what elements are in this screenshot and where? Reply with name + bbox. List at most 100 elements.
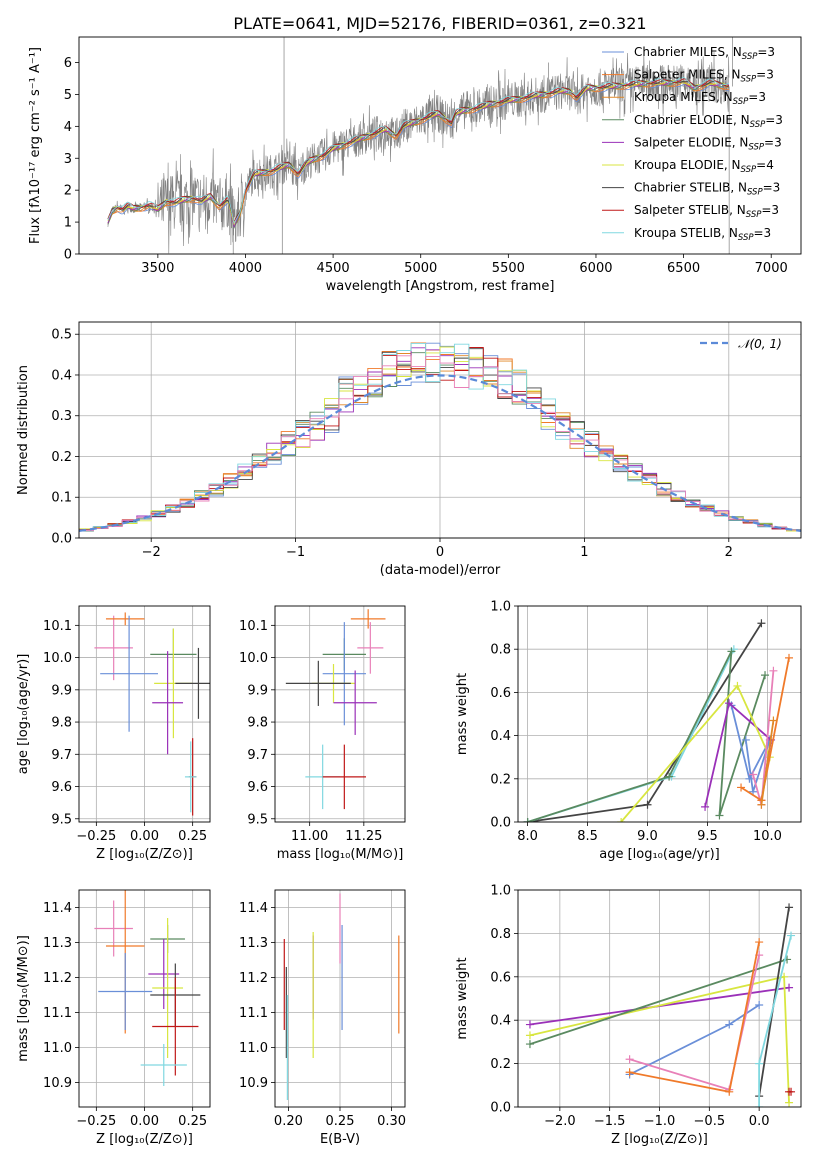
x-tick-label: 8.5 xyxy=(577,829,598,844)
legend-sub: SSP xyxy=(742,52,758,62)
y-tick-label: 10.0 xyxy=(239,651,268,666)
panel-mass-weight-vs-Z: −2.0 −1.5 −1.0 −0.5 0.0 0.0 0.2 0.4 0.6 0.8 1.0 Z [… xyxy=(455,884,802,1147)
plot-area-spectrum xyxy=(107,37,734,254)
legend-label: Salpeter ELODIE, N xyxy=(634,135,748,149)
axes-frame xyxy=(78,889,211,1108)
x-tick-label: 0.30 xyxy=(377,1114,406,1129)
y-tick-label: 0.6 xyxy=(490,686,511,701)
y-tick-label: 9.6 xyxy=(51,780,72,795)
legend-entry: 𝒩(0, 1) xyxy=(738,337,782,351)
legend-n: =3 xyxy=(754,226,772,240)
legend-sub: SSP xyxy=(738,233,754,243)
y-tick-label: 11.4 xyxy=(43,901,72,916)
axes-frame xyxy=(274,605,406,823)
legend-n: =3 xyxy=(756,68,774,82)
weight-marker xyxy=(625,1068,634,1077)
legend-n: =4 xyxy=(756,158,774,172)
weight-marker xyxy=(785,983,794,992)
weight-marker xyxy=(715,811,724,820)
weight-marker xyxy=(625,1055,634,1064)
panel-mass-vs-EBV: 0.20 0.25 0.30 10.9 11.0 11.1 11.2 11.3 11.4 E(B-… xyxy=(239,889,406,1147)
legend-label: Kroupa STELIB, N xyxy=(634,226,738,240)
legend-label: Kroupa ELODIE, N xyxy=(634,158,741,172)
x-tick-label: 0.0 xyxy=(749,1114,770,1129)
x-tick-label: −2.0 xyxy=(544,1114,576,1129)
legend-sub: SSP xyxy=(733,97,749,107)
axes-frame xyxy=(78,36,802,255)
x-axis-label: Z [log₁₀(Z/Z⊙)] xyxy=(96,1132,193,1147)
model-line xyxy=(107,81,730,228)
weight-series xyxy=(529,958,788,1045)
y-tick-label: 10.0 xyxy=(43,651,72,666)
y-axis-label: mass weight xyxy=(455,957,470,1039)
y-tick-label: 0.4 xyxy=(490,1014,511,1029)
weight-marker xyxy=(525,1040,534,1049)
y-tick-label: 0.4 xyxy=(490,729,511,744)
x-tick-label: −0.5 xyxy=(694,1114,726,1129)
weight-marker xyxy=(785,1098,794,1107)
y-tick-label: 9.9 xyxy=(247,683,268,698)
x-tick-label: 5000 xyxy=(404,261,437,276)
y-tick-label: 10.9 xyxy=(239,1076,268,1091)
x-tick-label: 0 xyxy=(436,545,444,560)
legend-n: =3 xyxy=(764,135,782,149)
weight-marker xyxy=(643,800,652,809)
legend-sub: SSP xyxy=(741,165,757,175)
weight-marker xyxy=(757,800,766,809)
plot-area-mass-weight-vs-Z xyxy=(525,903,796,1107)
x-tick-label: 9.0 xyxy=(637,829,658,844)
y-tick-label: 9.8 xyxy=(247,716,268,731)
legend-entry: Chabrier ELODIE, NSSP=3 xyxy=(634,113,783,130)
plot-area-mass-weight-vs-age xyxy=(523,619,794,822)
legend-entry: Chabrier STELIB, NSSP=3 xyxy=(634,181,780,198)
y-axis-label: mass [log₁₀(M/M⊙)] xyxy=(16,935,31,1062)
weight-marker xyxy=(785,653,794,662)
x-tick-label: 10.0 xyxy=(753,829,782,844)
y-tick-label: 9.7 xyxy=(247,748,268,763)
x-tick-label: 11.00 xyxy=(291,829,328,844)
y-tick-label: 9.5 xyxy=(51,812,72,827)
legend-n: =3 xyxy=(763,181,781,195)
weight-marker xyxy=(525,1031,534,1040)
weight-marker xyxy=(787,1087,796,1096)
weight-marker xyxy=(755,1103,764,1107)
legend-label: Salpeter MILES, N xyxy=(634,68,741,82)
y-tick-label: 0 xyxy=(64,248,72,263)
y-axis-label: Flux [fλ10⁻¹⁷ erg cm⁻² s⁻¹ A⁻¹] xyxy=(28,47,43,244)
y-axis-label: Normed distribution xyxy=(16,365,31,495)
weight-marker xyxy=(785,903,794,912)
weight-marker xyxy=(701,802,710,811)
x-tick-label: 6000 xyxy=(579,261,612,276)
histogram-series xyxy=(79,342,801,538)
weight-marker xyxy=(727,647,736,656)
legend-sub: SSP xyxy=(741,75,757,85)
y-tick-label: 0.8 xyxy=(490,927,511,942)
panel-mass-vs-Z: −0.25 0.00 0.25 10.9 11.0 11.1 11.2 11.3 11.4 Z [… xyxy=(16,889,211,1147)
y-tick-label: 0.0 xyxy=(490,816,511,831)
x-tick-label: 0.25 xyxy=(178,1114,207,1129)
legend-entry: Salpeter STELIB, NSSP=3 xyxy=(634,203,779,220)
y-tick-label: 4 xyxy=(64,120,72,135)
y-axis-label: mass weight xyxy=(455,673,470,755)
x-tick-label: 8.0 xyxy=(517,829,538,844)
weight-marker xyxy=(755,1059,764,1068)
weight-series xyxy=(527,650,766,822)
y-tick-label: 11.2 xyxy=(239,971,268,986)
y-tick-label: 11.0 xyxy=(43,1041,72,1056)
weight-marker xyxy=(745,774,754,783)
weight-marker xyxy=(523,818,532,822)
weight-series xyxy=(760,720,775,805)
legend-n: =3 xyxy=(748,90,766,104)
legend-sub: SSP xyxy=(748,142,764,152)
weight-marker xyxy=(725,699,734,708)
legend-label: Kroupa MILES, N xyxy=(634,90,733,104)
x-axis-label: mass [log₁₀(M/M⊙)] xyxy=(277,847,404,862)
legend-entry: Kroupa MILES, NSSP=3 xyxy=(634,90,766,107)
y-tick-label: 9.9 xyxy=(51,683,72,698)
y-tick-label: 9.5 xyxy=(247,812,268,827)
x-tick-label: −2 xyxy=(142,545,161,560)
y-tick-label: 0.1 xyxy=(51,491,72,506)
weight-marker xyxy=(725,1020,734,1029)
x-tick-label: 3500 xyxy=(141,261,174,276)
